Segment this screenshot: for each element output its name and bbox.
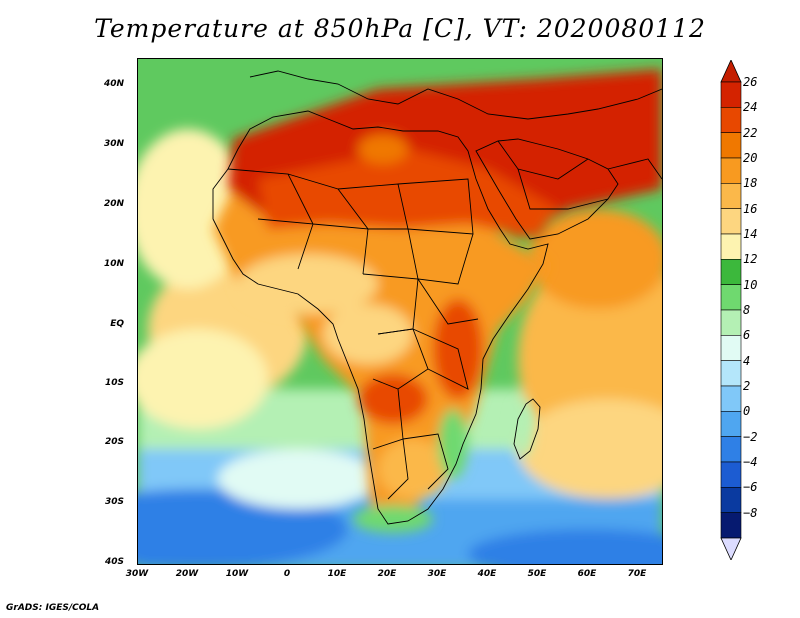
colorbar-label: 24	[743, 100, 758, 115]
coastlines	[212, 70, 662, 525]
colorbar-label: 18	[743, 176, 758, 191]
colorbar-bottom-arrow	[720, 537, 742, 560]
arabia-coastline	[475, 138, 619, 240]
colorbar-segment	[720, 512, 742, 539]
colorbar-label: 14	[743, 227, 758, 241]
colorbar-label: 10	[743, 277, 758, 292]
colorbar-segment	[720, 183, 742, 209]
west-africa-mild	[238, 254, 378, 314]
colorbar-segment	[720, 487, 742, 513]
colorbar-top-arrow	[720, 60, 742, 83]
colorbar-label: 20	[743, 151, 758, 165]
colorbar-label: 26	[743, 75, 758, 89]
colorbar-label: 0	[743, 404, 751, 419]
mozambique-cool	[438, 409, 468, 479]
lat-tick-label: 20S	[104, 437, 124, 447]
madagascar-coastline	[513, 398, 541, 460]
southern-africa-mild	[378, 439, 448, 499]
south-coast-cool	[353, 505, 433, 533]
lon-tick-label: 60E	[577, 569, 597, 579]
lon-tick-label: 40E	[477, 569, 497, 579]
lon-tick-label: 30E	[427, 569, 447, 579]
colorbar-segment	[720, 233, 742, 260]
colorbar-segment	[720, 107, 742, 133]
colorbar-label: 4	[743, 353, 751, 368]
angola-hot	[358, 374, 428, 424]
lon-tick-label: 0	[283, 569, 291, 579]
map-title: Temperature at 850hPa [C], VT: 202008011…	[94, 14, 706, 43]
west-africa-borders	[227, 168, 409, 275]
footer-credit: GrADS: IGES/COLA	[6, 603, 100, 613]
atlantic-north-mild	[138, 129, 248, 289]
colorbar-segment	[720, 81, 742, 108]
atlantic-mild	[138, 329, 268, 429]
colorbar-segment	[720, 411, 742, 437]
colorbar-segment	[720, 132, 742, 159]
colorbar-segment	[720, 385, 742, 412]
congo-mild	[323, 304, 413, 364]
lat-tick-label: 10N	[103, 259, 124, 269]
colorbar-segment	[720, 436, 742, 463]
lat-tick-label: 30N	[103, 139, 124, 149]
africa-coastline	[212, 110, 549, 525]
lon-tick-label: 30W	[125, 569, 149, 579]
colorbar-segment	[720, 157, 742, 184]
lat-tick-label: 10S	[104, 378, 124, 388]
madagascar-mild	[513, 401, 533, 457]
lat-tick-label: 40S	[104, 557, 124, 567]
lat-tick-label: 40N	[103, 79, 124, 89]
lon-tick-label: 10W	[225, 569, 249, 579]
map-plot-area	[137, 58, 663, 565]
colorbar-label: 2	[743, 379, 751, 393]
middle-east-borders	[497, 140, 662, 210]
colorbar-segment	[720, 284, 742, 311]
nile-cool-patch	[358, 134, 408, 164]
colorbar-segment	[720, 335, 742, 361]
southern-africa-borders	[372, 328, 469, 500]
indian-ocean-mild	[518, 399, 662, 499]
colorbar-label: −2	[743, 429, 758, 444]
lon-tick-label: 10E	[327, 569, 347, 579]
central-africa-borders	[362, 178, 479, 335]
colorbar-label: −4	[743, 455, 758, 469]
lat-tick-label: EQ	[110, 319, 124, 329]
colorbar-label: 12	[743, 252, 758, 267]
colorbar	[720, 60, 742, 560]
mediterranean-coast	[249, 70, 662, 120]
colorbar-segment	[720, 360, 742, 387]
colorbar-label: −8	[743, 505, 758, 520]
lon-tick-label: 50E	[527, 569, 547, 579]
colorbar-label: 6	[743, 328, 751, 343]
colorbar-label: −6	[743, 480, 758, 495]
colorbar-label: 16	[743, 201, 758, 216]
colorbar-segment	[720, 259, 742, 285]
lat-tick-label: 20N	[103, 199, 124, 209]
lon-tick-label: 20E	[377, 569, 397, 579]
lon-tick-label: 70E	[627, 569, 647, 579]
colorbar-segment	[720, 309, 742, 336]
ocean-cold-core-east	[468, 529, 662, 564]
ocean-cool-tongue	[218, 449, 378, 509]
colorbar-label: 22	[743, 125, 758, 140]
lon-tick-label: 20W	[175, 569, 199, 579]
arabian-sea-warm	[528, 209, 662, 309]
temperature-map	[138, 59, 662, 564]
colorbar-segment	[720, 208, 742, 235]
colorbar-segment	[720, 461, 742, 488]
lat-tick-label: 30S	[104, 497, 124, 507]
colorbar-label: 8	[743, 303, 751, 317]
sahara-hot-band	[258, 149, 558, 239]
